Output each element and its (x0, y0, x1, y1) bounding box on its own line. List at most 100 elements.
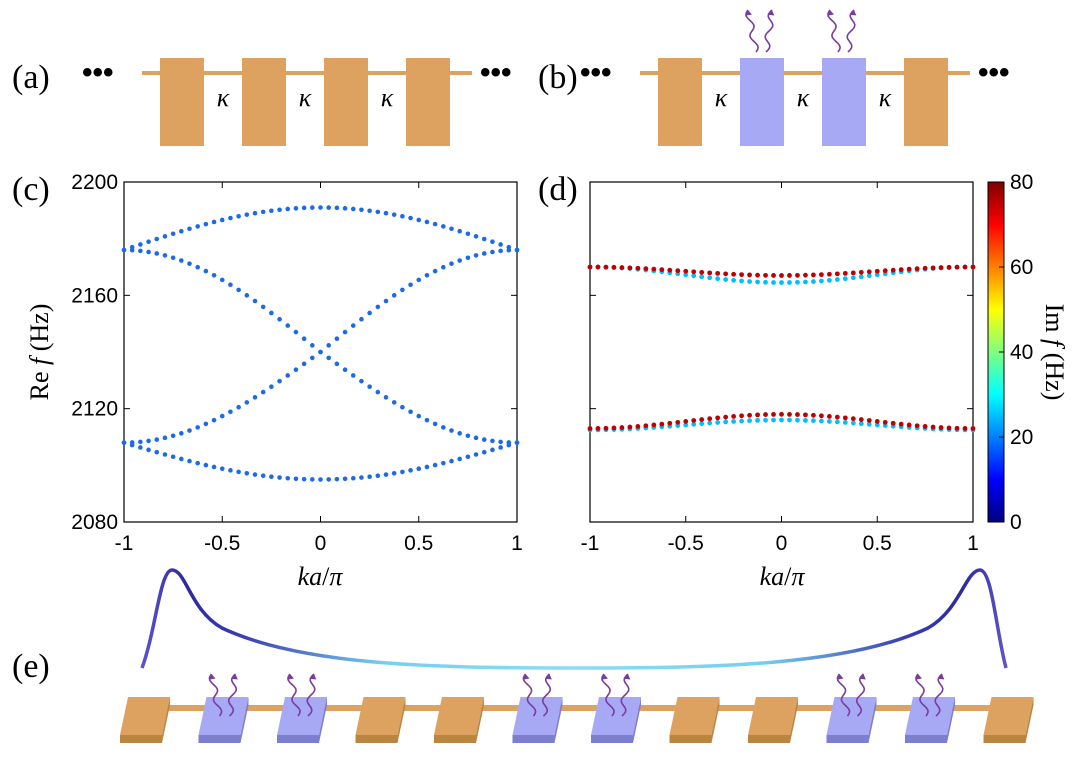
coupling-rod (140, 705, 1000, 711)
band-point (350, 475, 356, 481)
emission-arrow-icon (836, 673, 851, 717)
x-tick-label: -0.5 (668, 532, 704, 555)
band-point (675, 268, 681, 274)
band-point (850, 275, 856, 281)
band-point (795, 272, 800, 278)
band-point (787, 280, 792, 285)
band-point (457, 431, 462, 436)
band-point (954, 264, 960, 270)
band-point (490, 447, 495, 453)
band-point (162, 253, 168, 258)
band-point (400, 287, 405, 293)
band-point (318, 349, 323, 355)
y-tick-label: 2200 (71, 171, 118, 194)
band-point (269, 474, 274, 480)
band-point (195, 224, 200, 229)
band-point (301, 361, 307, 367)
band-point (318, 477, 323, 482)
band-point (310, 477, 315, 482)
band-point (514, 247, 520, 253)
band-point (850, 420, 856, 426)
band-point (318, 205, 323, 210)
band-point (771, 411, 776, 417)
band-point (811, 418, 816, 424)
band-point (481, 437, 487, 442)
band-point (465, 255, 471, 261)
lossless-resonator (434, 697, 484, 743)
band-point (219, 466, 225, 472)
band-point (707, 416, 713, 422)
band-point (334, 336, 340, 341)
band-point (170, 231, 176, 237)
band-point (795, 412, 800, 417)
ellipsis-right: ••• (480, 56, 512, 89)
ellipsis-left: ••• (580, 56, 612, 89)
band-point (882, 268, 888, 274)
band-point (269, 208, 274, 214)
band-point (383, 395, 389, 400)
band-point (228, 282, 233, 288)
band-point (342, 476, 348, 482)
band-point (400, 469, 405, 475)
band-point (416, 217, 422, 223)
band-point (481, 236, 487, 242)
band-point (922, 424, 928, 429)
emission-arrow-icon (208, 673, 223, 717)
panel-c-xlabel: ka/π (298, 562, 344, 591)
band-point (162, 234, 168, 239)
band-point (285, 475, 291, 481)
band-point (643, 423, 649, 429)
band-point (432, 462, 438, 468)
band-point (595, 264, 601, 270)
emission-arrow-icon (522, 673, 537, 717)
band-point (739, 413, 744, 419)
band-point (138, 445, 143, 450)
band-point (228, 215, 233, 221)
emission-arrow-icon (827, 9, 841, 53)
lossy-resonator (822, 58, 866, 146)
band-point (179, 258, 184, 263)
band-point (236, 287, 241, 293)
band-point (882, 419, 888, 425)
band-point (699, 421, 705, 427)
band-point (803, 279, 808, 285)
band-point (659, 421, 665, 427)
panel-label-c: (c) (12, 171, 50, 208)
band-point (683, 272, 689, 278)
band-point (367, 384, 372, 390)
band-point (219, 217, 225, 223)
band-point (260, 473, 266, 479)
band-point (938, 425, 944, 430)
band-point (826, 414, 832, 419)
band-point (187, 261, 192, 266)
emission-arrow-icon (855, 673, 866, 717)
band-point (811, 272, 816, 278)
band-point (842, 420, 848, 425)
band-point (635, 265, 641, 271)
band-point (834, 271, 840, 277)
band-point (898, 267, 904, 273)
colorbar-label: Im f (Hz) (1040, 304, 1069, 401)
band-point (342, 367, 348, 372)
panel-d-xlabel: ka/π (760, 562, 806, 591)
band-point (611, 264, 617, 270)
band-point (408, 282, 413, 288)
x-tick-label: 0.5 (863, 532, 892, 555)
band-point (334, 205, 340, 211)
band-point (715, 415, 721, 421)
band-point (432, 421, 438, 427)
band-point (874, 419, 880, 424)
band-point (723, 419, 729, 425)
band-point (473, 253, 479, 258)
band-point (858, 417, 864, 422)
band-point (779, 280, 784, 285)
band-point (449, 458, 454, 464)
band-point (383, 210, 389, 216)
band-point (138, 248, 143, 254)
band-point (898, 421, 904, 427)
band-point (699, 274, 705, 280)
emission-arrow-icon (620, 673, 631, 717)
band-point (667, 267, 673, 273)
band-point (416, 277, 422, 283)
lossy-resonator (905, 697, 955, 743)
